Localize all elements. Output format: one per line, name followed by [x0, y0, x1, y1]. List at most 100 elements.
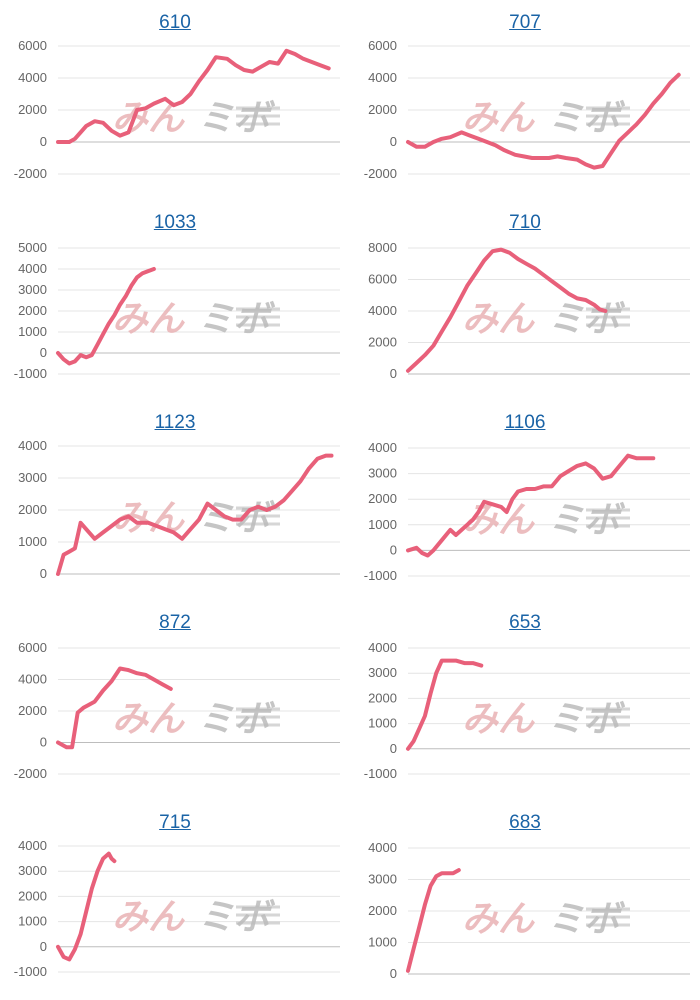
watermark-text-gray: ミボ: [198, 98, 276, 139]
watermark-text-gray: ミボ: [548, 500, 626, 541]
watermark-logo: みん ミボ: [112, 498, 280, 539]
line-chart-svg: -1000 0 1000 2000 3000 4000 みん ミボ: [14, 838, 340, 979]
watermark-text-gray: ミボ: [548, 299, 626, 340]
y-tick-label: 2000: [368, 102, 397, 117]
y-tick-label: 0: [390, 134, 397, 149]
watermark-logo: みん ミボ: [462, 500, 630, 541]
y-tick-label: 2000: [368, 335, 397, 350]
y-tick-label: 1000: [368, 517, 397, 532]
y-tick-label: 3000: [368, 466, 397, 481]
watermark-text-pink: みん: [112, 897, 185, 938]
chart-panel-1033: 1033 -1000 0 1000 2000 3000 4000 5000 みん ミボ: [0, 200, 350, 400]
y-tick-label: -1000: [14, 964, 47, 979]
y-tick-label: -2000: [14, 766, 47, 781]
y-tick-label: 5000: [18, 240, 47, 255]
y-tick-label: 2000: [368, 903, 397, 918]
y-tick-label: 4000: [368, 640, 397, 655]
y-tick-label: 0: [40, 735, 47, 750]
y-tick-label: 4000: [18, 838, 47, 853]
y-tick-label: -2000: [14, 166, 47, 181]
watermark-text-pink: みん: [462, 899, 535, 940]
line-chart-svg: -2000 0 2000 4000 6000 みん ミボ: [14, 38, 340, 181]
y-tick-label: 4000: [368, 303, 397, 318]
chart-panel-872: 872 -2000 0 2000 4000 6000 みん ミボ: [0, 600, 350, 800]
chart-title-link[interactable]: 610: [159, 12, 191, 33]
y-tick-label: -1000: [364, 568, 397, 583]
y-tick-label: 0: [40, 939, 47, 954]
y-tick-label: 0: [390, 741, 397, 756]
y-tick-label: 0: [390, 542, 397, 557]
chart-title-link[interactable]: 1106: [504, 412, 546, 433]
y-tick-label: 6000: [368, 38, 397, 53]
line-chart-svg: -1000 0 1000 2000 3000 4000 みん ミボ: [364, 440, 690, 583]
series-line: [406, 453, 656, 558]
y-tick-label: 0: [390, 966, 397, 981]
series-line: [406, 72, 681, 170]
y-tick-label: 1000: [368, 935, 397, 950]
chart-title-link[interactable]: 872: [159, 612, 191, 633]
line-chart-svg: -2000 0 2000 4000 6000 みん ミボ: [14, 640, 340, 781]
chart-title-link[interactable]: 715: [159, 812, 191, 833]
y-tick-label: 3000: [368, 872, 397, 887]
series-line: [56, 453, 334, 576]
y-tick-label: 2000: [18, 888, 47, 903]
y-tick-label: 6000: [18, 640, 47, 655]
line-chart-svg: 0 1000 2000 3000 4000 みん ミボ: [18, 438, 340, 581]
y-tick-label: 2000: [18, 502, 47, 517]
y-tick-label: 2000: [18, 102, 47, 117]
y-tick-label: 0: [40, 566, 47, 581]
line-chart-svg: 0 1000 2000 3000 4000 みん ミボ: [368, 840, 690, 981]
chart-panel-683: 683 0 1000 2000 3000 4000 みん ミボ: [350, 800, 700, 1000]
y-tick-label: 4000: [18, 261, 47, 276]
chart-title-link[interactable]: 1033: [153, 212, 197, 233]
y-tick-label: 4000: [368, 440, 397, 455]
y-tick-label: 6000: [18, 38, 47, 53]
y-tick-label: 3000: [18, 282, 47, 297]
y-tick-label: -1000: [14, 366, 47, 381]
chart-title-link[interactable]: 707: [509, 12, 541, 33]
y-tick-label: 2000: [18, 703, 47, 718]
chart-title-link[interactable]: 653: [509, 612, 541, 633]
y-tick-label: 4000: [18, 70, 47, 85]
series-line: [56, 48, 331, 144]
y-tick-label: 3000: [18, 863, 47, 878]
chart-panel-715: 715 -1000 0 1000 2000 3000 4000 みん ミボ: [0, 800, 350, 1000]
chart-panel-1106: 1106 -1000 0 1000 2000 3000 4000 みん ミボ: [350, 400, 700, 600]
chart-title-link[interactable]: 683: [509, 812, 541, 833]
watermark-text-gray: ミボ: [548, 899, 626, 940]
y-tick-label: 4000: [18, 672, 47, 687]
y-tick-label: 2000: [18, 303, 47, 318]
chart-title-link[interactable]: 710: [509, 212, 541, 233]
y-tick-label: 4000: [368, 70, 397, 85]
y-tick-label: 2000: [368, 690, 397, 705]
chart-panel-707: 707 -2000 0 2000 4000 6000 みん ミボ: [350, 0, 700, 200]
y-tick-label: 6000: [368, 272, 397, 287]
watermark-text-gray: ミボ: [198, 699, 276, 740]
line-chart-svg: -1000 0 1000 2000 3000 4000 5000 みん ミボ: [14, 240, 340, 381]
watermark-logo: みん ミボ: [462, 299, 630, 340]
watermark-text-pink: みん: [462, 699, 535, 740]
chart-panel-610: 610 -2000 0 2000 4000 6000 みん ミボ: [0, 0, 350, 200]
series-line: [56, 851, 117, 962]
watermark-logo: みん ミボ: [462, 699, 630, 740]
y-tick-label: -2000: [364, 166, 397, 181]
watermark-text-pink: みん: [112, 299, 185, 340]
chart-title-link[interactable]: 1123: [154, 412, 196, 433]
chart-panel-653: 653 -1000 0 1000 2000 3000 4000 みん ミボ: [350, 600, 700, 800]
y-tick-label: 4000: [368, 840, 397, 855]
watermark-text-gray: ミボ: [548, 699, 626, 740]
y-tick-label: 0: [40, 345, 47, 360]
y-tick-label: 0: [390, 366, 397, 381]
y-tick-label: 3000: [368, 665, 397, 680]
y-tick-label: 1000: [18, 534, 47, 549]
watermark-logo: みん ミボ: [112, 98, 280, 139]
y-tick-label: 1000: [18, 914, 47, 929]
line-chart-svg: -2000 0 2000 4000 6000 みん ミボ: [364, 38, 690, 181]
y-tick-label: 4000: [18, 438, 47, 453]
line-chart-svg: 0 2000 4000 6000 8000 みん ミボ: [368, 240, 690, 381]
watermark-logo: みん ミボ: [462, 899, 630, 940]
watermark-text-pink: みん: [112, 699, 185, 740]
series-line: [406, 868, 461, 973]
watermark-text-gray: ミボ: [198, 299, 276, 340]
watermark-text-pink: みん: [462, 299, 535, 340]
